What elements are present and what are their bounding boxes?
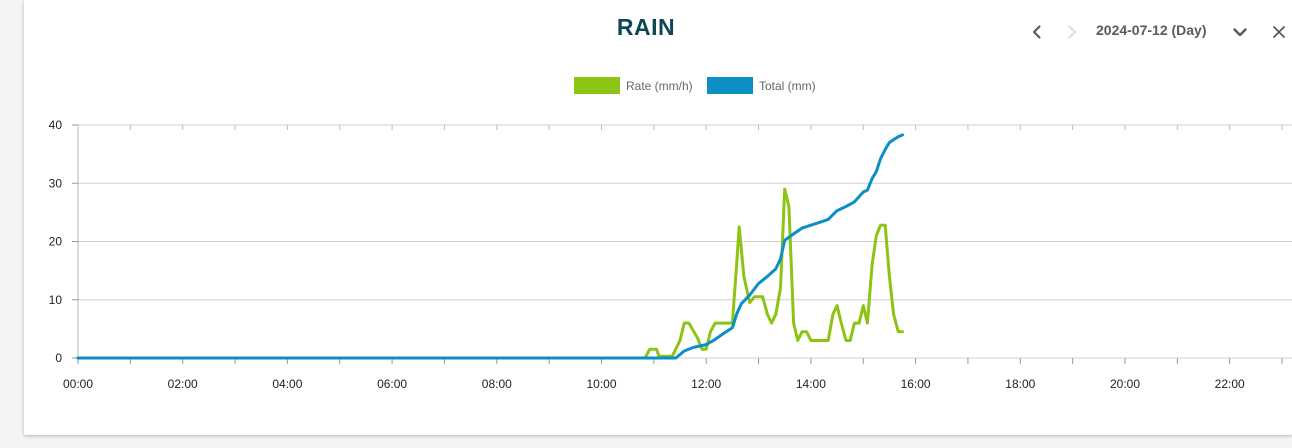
chart-series [76,133,904,360]
y-axis: 0 10 20 30 40 [49,118,78,365]
y-tick-label: 30 [49,176,63,190]
y-tick-label: 20 [49,235,63,249]
chevron-down-icon [1233,28,1247,37]
y-tick-label: 10 [49,293,63,307]
x-tick-label: 14:00 [796,377,826,391]
x-tick-label: 02:00 [168,377,198,391]
x-axis: 00:00 02:00 04:00 06:00 08:00 10:00 12:00 14:00… [63,125,1283,391]
series-line-rate[interactable] [76,187,904,360]
legend-swatch-rate[interactable] [574,77,620,94]
chevron-right-icon [1068,25,1076,39]
prev-day-button[interactable] [1025,20,1049,44]
x-tick-label: 18:00 [1005,377,1035,391]
x-tick-label: 10:00 [586,377,616,391]
legend-label-rate[interactable]: Rate (mm/h) [626,79,693,93]
next-day-button[interactable] [1060,20,1084,44]
x-tick-label: 16:00 [901,377,931,391]
legend-swatch-total[interactable] [707,77,753,94]
chevron-left-icon [1032,25,1041,39]
series-line-total[interactable] [76,133,904,360]
close-button[interactable] [1267,20,1291,44]
chart-legend: Rate (mm/h) Total (mm) [574,77,816,94]
chart-title: RAIN [616,14,676,40]
x-tick-label: 08:00 [482,377,512,391]
close-icon [1273,26,1285,38]
chart-grid [77,124,1292,364]
x-tick-label: 22:00 [1215,377,1245,391]
legend-label-total[interactable]: Total (mm) [759,79,816,93]
y-tick-label: 0 [55,351,62,365]
x-tick-label: 00:00 [63,377,93,391]
y-tick-label: 40 [49,118,63,132]
x-tick-label: 12:00 [691,377,721,391]
x-tick-label: 04:00 [272,377,302,391]
date-dropdown-button[interactable] [1228,20,1252,44]
x-tick-label: 20:00 [1110,377,1140,391]
date-selector-label[interactable]: 2024-07-12 (Day) [1096,22,1207,38]
x-tick-label: 06:00 [377,377,407,391]
